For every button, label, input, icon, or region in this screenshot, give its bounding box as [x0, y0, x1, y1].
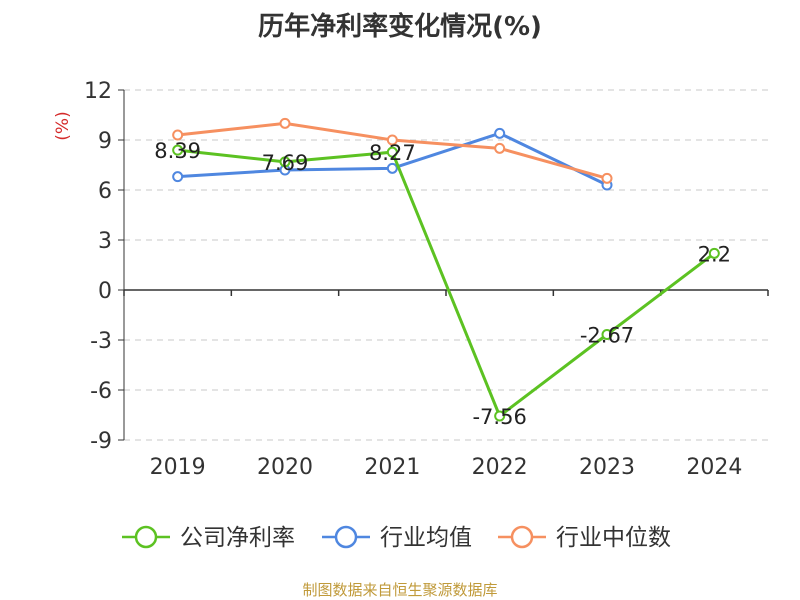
data-point: [494, 410, 506, 422]
y-axis-label: (%): [53, 111, 73, 140]
data-label: -2.67: [580, 324, 634, 348]
data-label: 8.27: [369, 141, 416, 165]
y-tick-label: -6: [90, 379, 112, 404]
data-point: [172, 144, 184, 156]
legend: 公司净利率 行业均值 行业中位数: [122, 525, 671, 551]
data-point: [172, 129, 184, 141]
series-lines: [172, 117, 720, 422]
data-point: [708, 247, 720, 259]
data-labels: 8.39 7.69 8.27 -7.56 -2.67 2.2: [154, 139, 731, 429]
x-tick-label: 2024: [686, 455, 742, 480]
x-tick-label: 2019: [150, 455, 206, 480]
legend-label: 公司净利率: [180, 525, 295, 551]
data-label: -7.56: [472, 405, 526, 429]
data-point: [386, 162, 398, 174]
data-label: 7.69: [262, 151, 309, 175]
legend-label: 行业中位数: [556, 525, 671, 551]
legend-label: 行业均值: [380, 525, 472, 551]
data-label: 2.2: [698, 242, 731, 266]
data-label: 8.39: [154, 139, 201, 163]
data-point: [386, 134, 398, 146]
axes: -9 -6 -3 0 3 6 9 12 (%) 2019 2020 2021 2022 2023 2024: [53, 79, 769, 480]
data-point: [386, 146, 398, 158]
y-tick-label: 12: [84, 79, 112, 104]
data-point: [279, 156, 291, 168]
data-point: [279, 117, 291, 129]
y-tick-label: 9: [98, 129, 112, 154]
x-tick-label: 2020: [257, 455, 313, 480]
data-point: [494, 142, 506, 154]
x-tick-label: 2021: [364, 455, 420, 480]
y-tick-label: 0: [98, 279, 112, 304]
source-note: 制图数据来自恒生聚源数据库: [302, 581, 498, 599]
grid-lines: [124, 89, 768, 441]
data-point: [494, 127, 506, 139]
legend-marker: [510, 525, 534, 549]
data-point: [601, 329, 613, 340]
legend-marker: [334, 525, 358, 549]
data-point: [601, 172, 613, 184]
x-tick-label: 2023: [579, 455, 635, 480]
y-tick-label: 6: [98, 179, 112, 204]
y-tick-label: -3: [90, 329, 112, 354]
y-tick-label: -9: [90, 429, 112, 454]
x-tick-label: 2022: [472, 455, 528, 480]
data-point: [172, 171, 184, 183]
y-tick-label: 3: [98, 229, 112, 254]
series-line: [177, 148, 716, 418]
chart-title: 历年净利率变化情况(%): [258, 12, 542, 42]
legend-marker: [134, 525, 158, 549]
